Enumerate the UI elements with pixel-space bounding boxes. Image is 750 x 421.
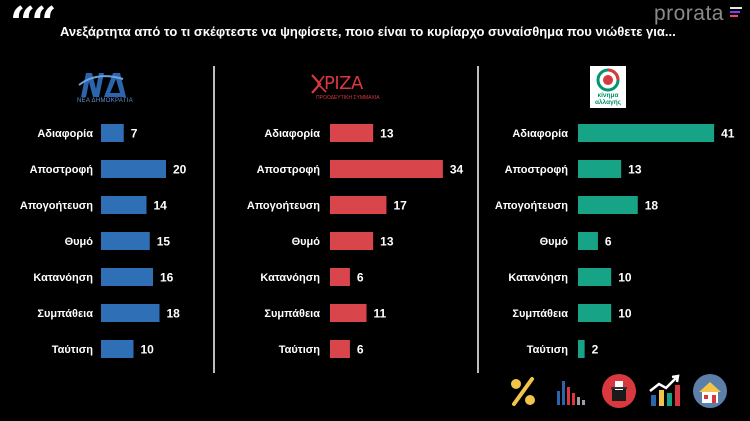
kinal-value-label: 10 [618, 271, 632, 285]
brand-logo: prorata [653, 2, 724, 25]
syriza-category-label: Κατανόηση [260, 272, 320, 284]
nd-bar [101, 124, 124, 142]
panel-divider-2 [477, 66, 479, 373]
syriza-value-label: 6 [357, 343, 364, 357]
nd-category-label: Αδιαφορία [37, 128, 93, 140]
panel-divider-1 [213, 66, 215, 373]
syriza-bar [330, 304, 367, 322]
nd-bar [101, 160, 166, 178]
syriza-category-label: Θυμό [292, 236, 321, 248]
nd-category-label: Κατανόηση [33, 272, 93, 284]
quote-mark: ““ [10, 0, 57, 49]
syriza-bar [330, 232, 374, 250]
syriza-value-label: 13 [380, 127, 394, 141]
nd-logo-subtext: ΝΕΑ ΔΗΜΟΚΡΑΤΙΑ [77, 98, 133, 104]
kinal-category-label: Απογοήτευση [495, 200, 568, 212]
syriza-category-label: Απογοήτευση [247, 200, 320, 212]
syriza-bar [330, 340, 350, 358]
syriza-bar [330, 196, 387, 214]
kinal-bar [578, 124, 715, 142]
nd-value-label: 16 [160, 271, 174, 285]
nd-bar [101, 304, 160, 322]
syriza-category-label: Ταύτιση [279, 344, 321, 356]
kinal-bar [578, 340, 585, 358]
brand-mark-icon [730, 7, 742, 21]
syriza-category-label: Αποστροφή [257, 164, 321, 176]
syriza-value-label: 13 [380, 235, 394, 249]
bottom-toolbar [505, 373, 730, 409]
kinal-value-label: 41 [721, 127, 735, 141]
syriza-logo: ΡΙΖΑ ΠΡΟΟΔΕΥΤΙΚΗ ΣΥΜΜΑΧΙΑ [310, 73, 380, 103]
percent-icon[interactable] [505, 373, 541, 409]
nd-bar [101, 340, 134, 358]
kinal-category-label: Κατανόηση [508, 272, 568, 284]
nd-value-label: 15 [157, 235, 171, 249]
kinal-bar [578, 304, 612, 322]
nd-bar [101, 268, 153, 286]
syriza-value-label: 34 [450, 163, 464, 177]
nd-value-label: 20 [173, 163, 187, 177]
home-icon[interactable] [692, 373, 728, 409]
kinal-category-label: Αδιαφορία [512, 128, 568, 140]
kinal-bar [578, 196, 638, 214]
nd-category-label: Ταύτιση [52, 344, 94, 356]
growth-chart-icon[interactable] [646, 373, 682, 409]
syriza-value-label: 11 [374, 307, 387, 321]
kinal-logo-text: κίνημα αλλαγής [594, 92, 622, 106]
kinal-bar [578, 232, 598, 250]
syriza-bar [330, 268, 350, 286]
syriza-bar [330, 124, 374, 142]
syriza-bar [330, 160, 443, 178]
nd-logo: ΝΕΑ ΔΗΜΟΚΡΑΤΙΑ [77, 67, 133, 107]
nd-value-label: 18 [167, 307, 181, 321]
kinal-category-label: Αποστροφή [505, 164, 569, 176]
nd-value-label: 7 [131, 127, 138, 141]
nd-category-label: Απογοήτευση [20, 200, 93, 212]
nd-bar [101, 196, 147, 214]
kinal-logo: κίνημα αλλαγής [590, 66, 626, 108]
kinal-bar [578, 268, 612, 286]
survey-question: Ανεξάρτητα από το τι σκέφτεστε να ψηφίσε… [60, 24, 676, 39]
syriza-category-label: Συμπάθεια [264, 308, 320, 320]
syriza-category-label: Αδιαφορία [264, 128, 320, 140]
nd-value-label: 10 [141, 343, 155, 357]
nd-category-label: Αποστροφή [30, 164, 94, 176]
ballot-box-icon[interactable] [601, 373, 637, 409]
kinal-category-label: Ταύτιση [527, 344, 569, 356]
kinal-value-label: 13 [628, 163, 642, 177]
kinal-value-label: 2 [592, 343, 599, 357]
nd-value-label: 14 [154, 199, 168, 213]
kinal-value-label: 6 [605, 235, 612, 249]
syriza-logo-text: ΡΙΖΑ [324, 73, 363, 94]
syriza-value-label: 17 [393, 199, 407, 213]
syriza-value-label: 6 [357, 271, 364, 285]
nd-category-label: Θυμό [65, 236, 94, 248]
kinal-category-label: Συμπάθεια [512, 308, 568, 320]
nd-bar [101, 232, 150, 250]
nd-category-label: Συμπάθεια [37, 308, 93, 320]
kinal-bar [578, 160, 622, 178]
kinal-value-label: 18 [645, 199, 659, 213]
kinal-category-label: Θυμό [540, 236, 569, 248]
kinal-value-label: 10 [618, 307, 632, 321]
bar-chart-icon[interactable] [553, 373, 589, 409]
syriza-logo-subtext: ΠΡΟΟΔΕΥΤΙΚΗ ΣΥΜΜΑΧΙΑ [316, 95, 380, 101]
